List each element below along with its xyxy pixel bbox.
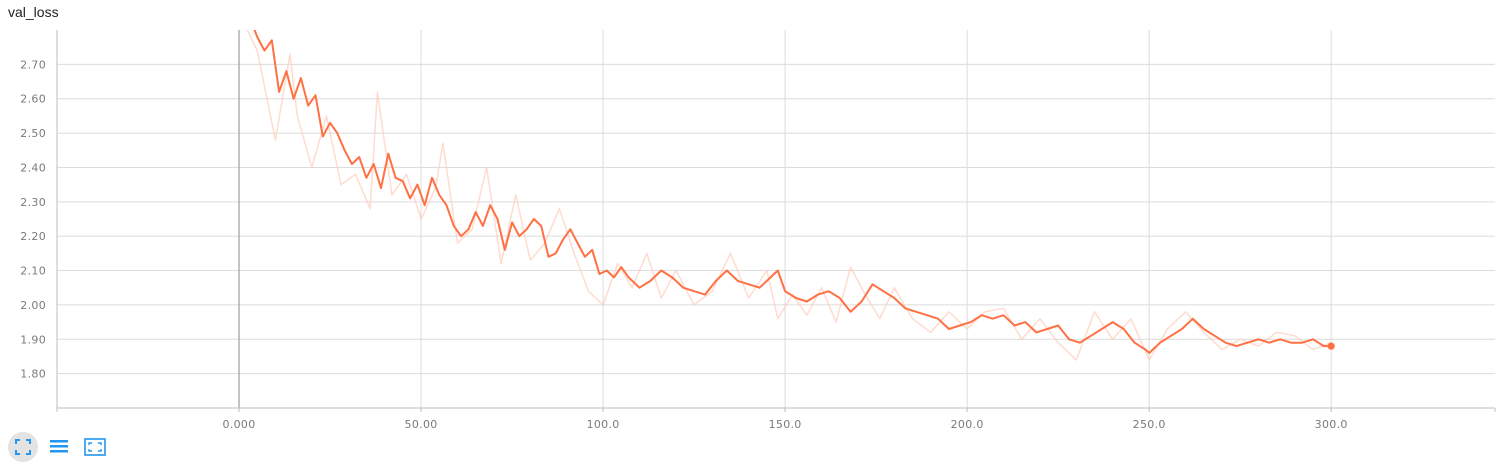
tick-label-layer: 1.80 1.90 2.00 2.10 2.20 2.30 2.40 2.50 2.60 2.70… <box>20 58 1347 430</box>
y-tick-label: 2.70 <box>20 58 46 71</box>
toggle-log-scale-button[interactable] <box>44 432 74 462</box>
y-tick-label: 2.20 <box>20 230 46 243</box>
chart-title: val_loss <box>8 4 59 20</box>
chart-toolbar <box>8 432 110 462</box>
last-point-marker <box>1327 342 1335 350</box>
axis-layer <box>56 30 1496 412</box>
y-tick-label: 1.90 <box>20 333 46 346</box>
raw-series-line <box>246 30 1332 361</box>
y-tick-label: 2.60 <box>20 93 46 106</box>
y-tick-label: 2.00 <box>20 299 46 312</box>
toggle-log-scale-icon <box>50 440 68 453</box>
x-tick-label: 300.0 <box>1315 418 1348 430</box>
y-tick-label: 2.50 <box>20 127 46 140</box>
expand-chart-button[interactable] <box>80 432 110 462</box>
x-tick-label: 50.00 <box>405 418 438 430</box>
y-tick-label: 2.40 <box>20 161 46 174</box>
x-tick-label: 100.0 <box>587 418 620 430</box>
x-tick-label: 250.0 <box>1133 418 1166 430</box>
expand-chart-icon <box>84 438 106 456</box>
series-layer <box>246 30 1335 361</box>
smoothed-series-line <box>253 30 1332 354</box>
val-loss-chart[interactable]: 1.80 1.90 2.00 2.10 2.20 2.30 2.40 2.50 2.60 2.70… <box>0 0 1511 430</box>
x-tick-label: 0.000 <box>223 418 256 430</box>
fit-domain-icon <box>15 439 31 455</box>
x-tick-label: 150.0 <box>769 418 802 430</box>
x-tick-label: 200.0 <box>951 418 984 430</box>
y-tick-label: 2.30 <box>20 196 46 209</box>
grid-layer <box>57 30 1495 408</box>
y-tick-label: 1.80 <box>20 368 46 381</box>
fit-domain-button[interactable] <box>8 432 38 462</box>
y-tick-label: 2.10 <box>20 265 46 278</box>
